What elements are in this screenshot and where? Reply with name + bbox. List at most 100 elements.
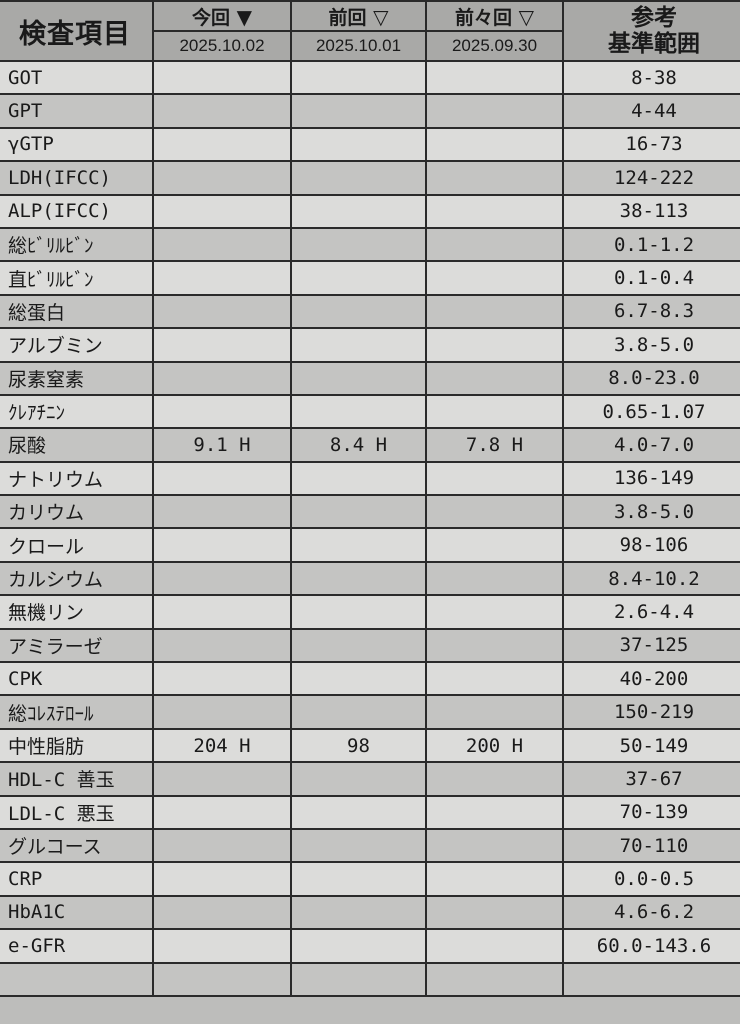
- empty-cell: [290, 961, 427, 997]
- reference-range: 124-222: [562, 160, 740, 196]
- item-name: 中性脂肪: [0, 727, 154, 764]
- reference-range: 3.8-5.0: [562, 494, 740, 530]
- reference-range: 4-44: [562, 93, 740, 129]
- value-current: [152, 327, 292, 363]
- value-current: [152, 928, 292, 964]
- value-current: [152, 527, 292, 563]
- reference-range: 70-139: [562, 794, 740, 830]
- item-name: 総ｺﾚｽﾃﾛｰﾙ: [0, 694, 154, 730]
- reference-range: 0.0-0.5: [562, 861, 740, 897]
- value-before-previous: [425, 694, 564, 730]
- table-row: ナトリウム 136-149: [0, 460, 740, 497]
- table-row: アミラーゼ 37-125: [0, 627, 740, 664]
- table-row: LDL-C 悪玉 70-139: [0, 794, 740, 830]
- value-previous: [290, 594, 427, 630]
- value-current: [152, 393, 292, 430]
- value-previous: [290, 827, 427, 864]
- value-before-previous: [425, 594, 564, 630]
- value-previous: 8.4 H: [290, 427, 427, 463]
- item-name: γGTP: [0, 126, 154, 163]
- value-previous: [290, 794, 427, 830]
- table-row: カルシウム 8.4-10.2: [0, 560, 740, 597]
- value-before-previous: [425, 360, 564, 396]
- value-previous: [290, 494, 427, 530]
- value-before-previous: [425, 560, 564, 597]
- value-previous: [290, 894, 427, 931]
- value-previous: [290, 661, 427, 697]
- outline-triangle-down-icon: ▽: [373, 4, 389, 29]
- item-name: 尿酸: [0, 427, 154, 463]
- reference-range: 136-149: [562, 460, 740, 497]
- item-name: カリウム: [0, 494, 154, 530]
- item-name: クロール: [0, 527, 154, 563]
- value-before-previous: [425, 894, 564, 931]
- table-row: カリウム 3.8-5.0: [0, 494, 740, 530]
- value-current: 9.1 H: [152, 427, 292, 463]
- value-current: [152, 761, 292, 797]
- value-current: [152, 794, 292, 830]
- reference-range: 150-219: [562, 694, 740, 730]
- value-previous: [290, 160, 427, 196]
- table-row: 中性脂肪 204 H 98 200 H 50-149: [0, 727, 740, 764]
- table-row: ALP(IFCC) 38-113: [0, 193, 740, 229]
- value-before-previous: [425, 761, 564, 797]
- value-current: [152, 894, 292, 931]
- table-row: グルコース 70-110: [0, 827, 740, 864]
- table-row: CRP 0.0-0.5: [0, 861, 740, 897]
- value-current: [152, 861, 292, 897]
- table-row: 総ﾋﾞﾘﾙﾋﾞﾝ 0.1-1.2: [0, 226, 740, 263]
- header-reference: 参考 基準範囲: [562, 0, 740, 62]
- item-name: CPK: [0, 661, 154, 697]
- date-before-previous: 2025.09.30: [425, 30, 564, 62]
- value-current: [152, 694, 292, 730]
- value-before-previous: [425, 460, 564, 497]
- table-row: 尿酸 9.1 H 8.4 H 7.8 H 4.0-7.0: [0, 427, 740, 463]
- item-name: カルシウム: [0, 560, 154, 597]
- item-name: 尿素窒素: [0, 360, 154, 396]
- empty-cell: [425, 961, 564, 997]
- value-previous: [290, 360, 427, 396]
- value-previous: [290, 861, 427, 897]
- reference-range: 6.7-8.3: [562, 293, 740, 330]
- item-name: GOT: [0, 59, 154, 96]
- value-before-previous: [425, 393, 564, 430]
- table-row: 無機リン 2.6-4.4: [0, 594, 740, 630]
- value-before-previous: [425, 327, 564, 363]
- value-current: [152, 594, 292, 630]
- table-row: 総蛋白 6.7-8.3: [0, 293, 740, 330]
- item-name: ｸﾚｱﾁﾆﾝ: [0, 393, 154, 430]
- value-current: [152, 193, 292, 229]
- empty-cell: [562, 961, 740, 997]
- value-previous: [290, 260, 427, 296]
- empty-cell: [0, 961, 154, 997]
- value-current: [152, 360, 292, 396]
- value-current: [152, 160, 292, 196]
- value-before-previous: [425, 193, 564, 229]
- value-current: [152, 260, 292, 296]
- item-name: ナトリウム: [0, 460, 154, 497]
- reference-range: 38-113: [562, 193, 740, 229]
- reference-range: 70-110: [562, 827, 740, 864]
- reference-range: 0.1-0.4: [562, 260, 740, 296]
- value-before-previous: [425, 260, 564, 296]
- table-row: 直ﾋﾞﾘﾙﾋﾞﾝ 0.1-0.4: [0, 260, 740, 296]
- item-name: アルブミン: [0, 327, 154, 363]
- value-current: [152, 494, 292, 530]
- table-row: アルブミン 3.8-5.0: [0, 327, 740, 363]
- value-previous: [290, 93, 427, 129]
- value-before-previous: [425, 527, 564, 563]
- item-name: 総蛋白: [0, 293, 154, 330]
- table-row: LDH(IFCC) 124-222: [0, 160, 740, 196]
- value-current: [152, 460, 292, 497]
- value-before-previous: [425, 494, 564, 530]
- value-previous: [290, 928, 427, 964]
- value-before-previous: [425, 627, 564, 664]
- item-name: ALP(IFCC): [0, 193, 154, 229]
- value-previous: [290, 761, 427, 797]
- reference-range: 8.4-10.2: [562, 560, 740, 597]
- item-name: 総ﾋﾞﾘﾙﾋﾞﾝ: [0, 226, 154, 263]
- value-before-previous: [425, 226, 564, 263]
- table-row: HDL-C 善玉 37-67: [0, 761, 740, 797]
- value-before-previous: [425, 126, 564, 163]
- item-name: HDL-C 善玉: [0, 761, 154, 797]
